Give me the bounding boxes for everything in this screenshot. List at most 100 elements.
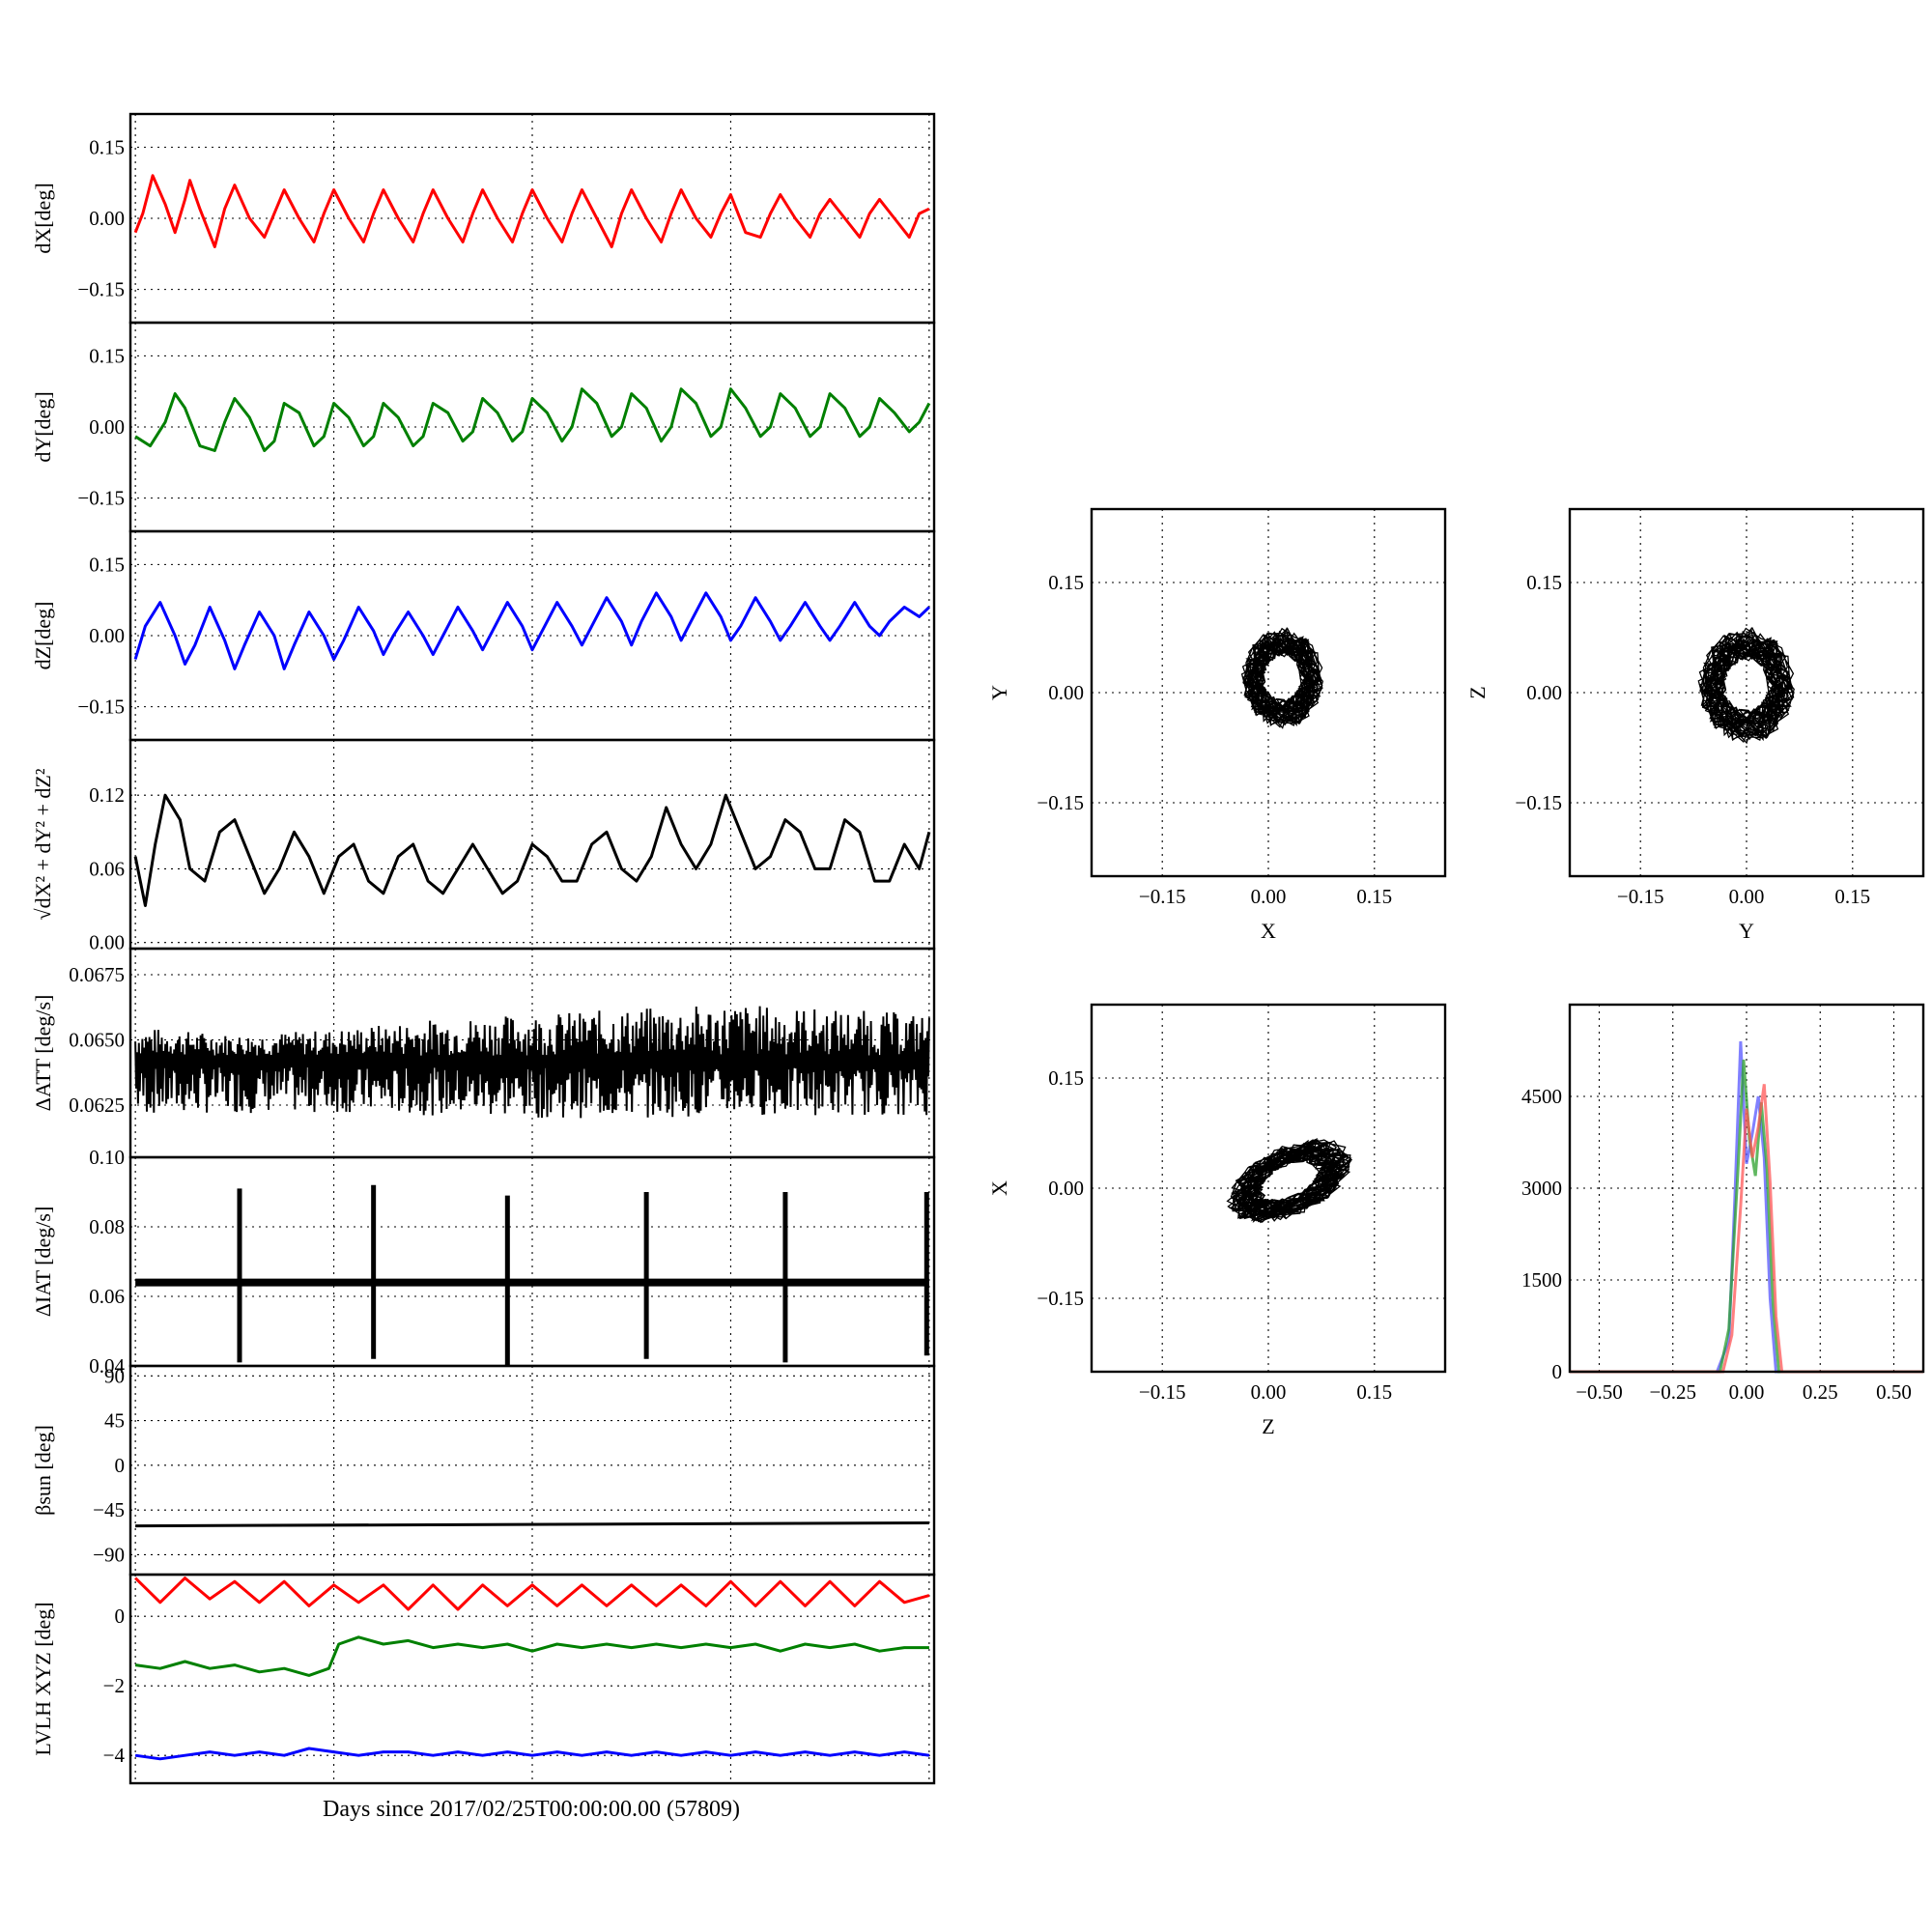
y-tick-label: 3000 xyxy=(1521,1177,1562,1200)
y-axis-label: dZ[deg] xyxy=(31,602,55,670)
y-tick-label: 0.00 xyxy=(89,207,125,230)
y-axis-label: dX[deg] xyxy=(31,183,55,253)
panel-dy: 0.15 0.00 −0.15 dY[deg] xyxy=(31,321,936,533)
y-tick-label: 1500 xyxy=(1521,1268,1562,1292)
x-axis-label: Z xyxy=(1262,1414,1274,1438)
y-tick-label: 0.06 xyxy=(89,1285,125,1308)
y-axis-label: √dX² + dY² + dZ² xyxy=(31,768,55,920)
y-tick-label: −0.15 xyxy=(1515,791,1562,814)
series-line-lvlh-0 xyxy=(134,1577,930,1611)
x-tick-label: −0.25 xyxy=(1649,1380,1696,1404)
panel-zx: −0.15 0.00 0.15 0.15 0.00 −0.15 Z X xyxy=(987,1003,1447,1438)
y-tick-label: 0 xyxy=(115,1454,126,1477)
y-tick-label: −0.15 xyxy=(77,278,125,301)
y-axis-label: ΔATT [deg/s] xyxy=(31,995,55,1112)
x-tick-label: 0.00 xyxy=(1251,1380,1287,1404)
series-line-dz-0 xyxy=(133,591,930,670)
y-tick-label: 0.06 xyxy=(89,857,125,880)
x-tick-label: 0.15 xyxy=(1356,1380,1392,1404)
y-tick-label: 0.00 xyxy=(89,931,125,954)
series-line-lvlh-2 xyxy=(134,1747,930,1761)
y-axis-label: Y xyxy=(987,685,1011,700)
panel-frame xyxy=(1090,1003,1447,1374)
y-tick-label: 0 xyxy=(115,1605,126,1628)
series-line-dx-0 xyxy=(133,174,930,248)
y-tick-label: 0.0625 xyxy=(69,1094,125,1117)
x-tick-label: 0.25 xyxy=(1803,1380,1838,1404)
series-line-dr-0 xyxy=(133,793,931,907)
x-tick-label: 0.00 xyxy=(1729,1380,1765,1404)
series-line-dy-0 xyxy=(134,387,931,452)
y-tick-label: 0.12 xyxy=(89,783,125,807)
x-tick-label: −0.50 xyxy=(1576,1380,1623,1404)
y-axis-label: X xyxy=(987,1180,1011,1196)
panel-yz: −0.15 0.00 0.15 0.15 0.00 −0.15 Y Z xyxy=(1465,507,1925,943)
y-tick-label: 0.15 xyxy=(1048,1066,1084,1090)
panel-xy: −0.15 0.00 0.15 0.15 0.00 −0.15 X Y xyxy=(987,507,1447,943)
y-tick-label: −90 xyxy=(93,1543,125,1566)
y-tick-label: 0.00 xyxy=(1048,681,1084,704)
x-tick-label: 0.00 xyxy=(1729,885,1765,908)
series-line-datt xyxy=(134,1006,930,1119)
scatter-trace-yz xyxy=(1697,627,1795,745)
x-tick-label: −0.15 xyxy=(1139,1380,1186,1404)
x-axis-label: Y xyxy=(1739,919,1754,943)
y-tick-label: 0.15 xyxy=(89,553,125,576)
y-tick-label: 0.00 xyxy=(1048,1177,1084,1200)
y-tick-label: 45 xyxy=(104,1409,125,1433)
panels: 0.15 0.00 −0.15 dX[deg] 0.15 0.00 −0.15 dY[deg]… xyxy=(31,112,1925,1785)
x-tick-label: 0.00 xyxy=(1251,885,1287,908)
x-tick-label: −0.15 xyxy=(1139,885,1186,908)
y-tick-label: 0.15 xyxy=(1526,571,1562,594)
bottom-x-axis-label: Days since 2017/02/25T00:00:00.00 (57809… xyxy=(323,1797,740,1822)
y-tick-label: −0.15 xyxy=(1037,1287,1084,1310)
series-group-datt xyxy=(134,1006,930,1119)
series-group-dy xyxy=(134,387,931,452)
y-tick-label: 0.0675 xyxy=(69,963,125,986)
y-tick-label: −4 xyxy=(103,1744,126,1767)
y-tick-label: 0.04 xyxy=(89,1354,125,1378)
x-tick-label: 0.50 xyxy=(1876,1380,1912,1404)
y-tick-label: 0.15 xyxy=(89,135,125,158)
y-tick-label: −0.15 xyxy=(1037,791,1084,814)
y-tick-label: 0.08 xyxy=(89,1215,125,1238)
series-group-diat xyxy=(135,1184,929,1366)
panel-hist: −0.50 −0.25 0.00 0.25 0.50 4500 3000 1500 0 xyxy=(1521,1003,1925,1404)
y-tick-label: 0.15 xyxy=(1048,571,1084,594)
series-line-beta-0 xyxy=(135,1521,929,1528)
y-tick-label: 0 xyxy=(1552,1360,1563,1383)
panel-frame xyxy=(128,1573,936,1785)
y-tick-label: 4500 xyxy=(1521,1085,1562,1108)
y-tick-label: −45 xyxy=(93,1498,125,1521)
series-line-lvlh-1 xyxy=(134,1635,929,1677)
x-tick-label: −0.15 xyxy=(1617,885,1664,908)
x-tick-label: 0.15 xyxy=(1834,885,1870,908)
x-axis-label: X xyxy=(1261,919,1276,943)
y-axis-label: dY[deg] xyxy=(31,391,55,462)
y-tick-label: 0.10 xyxy=(89,1146,125,1169)
series-group-dr xyxy=(133,793,931,907)
y-axis-label: Z xyxy=(1465,686,1490,698)
panel-dz: 0.15 0.00 −0.15 dZ[deg] xyxy=(31,529,936,742)
series-group-beta xyxy=(135,1521,929,1528)
y-axis-label: LVLH XYZ [deg] xyxy=(31,1602,55,1755)
panel-frame xyxy=(1090,507,1447,878)
y-tick-label: −0.15 xyxy=(77,696,125,719)
y-tick-label: −2 xyxy=(103,1674,125,1697)
y-tick-label: 0.00 xyxy=(89,415,125,439)
series-group-lvlh xyxy=(134,1577,930,1761)
y-tick-label: 0.0650 xyxy=(69,1029,125,1052)
y-tick-label: 0.15 xyxy=(89,344,125,367)
scatter-trace-zx xyxy=(1226,1138,1353,1224)
y-axis-label: ΔIAT [deg/s] xyxy=(31,1207,55,1318)
panel-lvlh: 0 −2 −4 LVLH XYZ [deg] xyxy=(31,1573,936,1785)
y-axis-label: βsun [deg] xyxy=(31,1425,55,1516)
x-tick-label: 0.15 xyxy=(1356,885,1392,908)
panel-frame xyxy=(1568,1003,1925,1374)
y-tick-label: 90 xyxy=(104,1364,125,1387)
y-tick-label: −0.15 xyxy=(77,487,125,510)
y-tick-label: 0.00 xyxy=(89,624,125,647)
series-group-dx xyxy=(133,174,930,248)
